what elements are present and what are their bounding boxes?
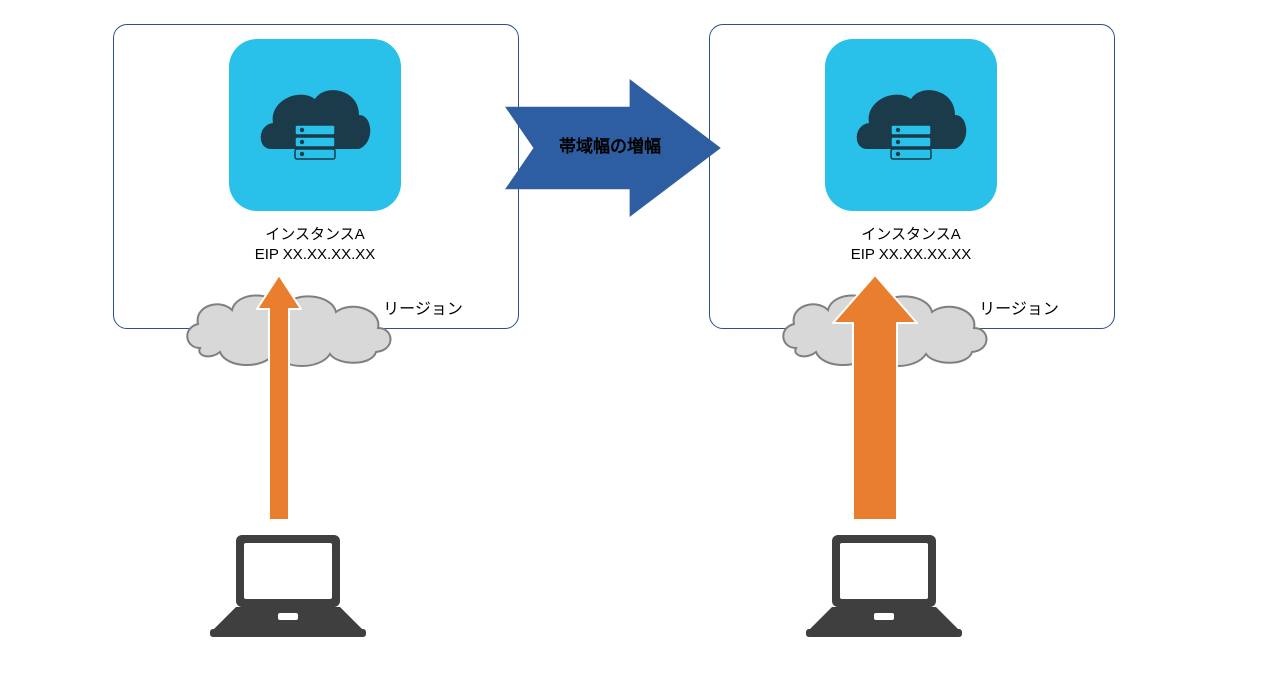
laptop-icon xyxy=(804,530,964,640)
instance-eip-right: EIP XX.XX.XX.XX xyxy=(851,246,972,263)
instance-name-left: インスタンスA xyxy=(265,226,364,243)
instance-eip-left: EIP XX.XX.XX.XX xyxy=(255,246,376,263)
cloud-server-icon xyxy=(851,84,971,174)
cloud-server-icon xyxy=(255,84,375,174)
region-label-right: リージョン xyxy=(869,299,1169,321)
center-arrow-label: 帯域幅の増幅 xyxy=(460,136,760,159)
laptop-icon xyxy=(208,530,368,640)
instance-label-right: インスタンスA EIP XX.XX.XX.XX xyxy=(761,225,1061,266)
region-label-left: リージョン xyxy=(273,299,573,321)
instance-name-right: インスタンスA xyxy=(861,226,960,243)
instance-label-left: インスタンスA EIP XX.XX.XX.XX xyxy=(165,225,465,266)
